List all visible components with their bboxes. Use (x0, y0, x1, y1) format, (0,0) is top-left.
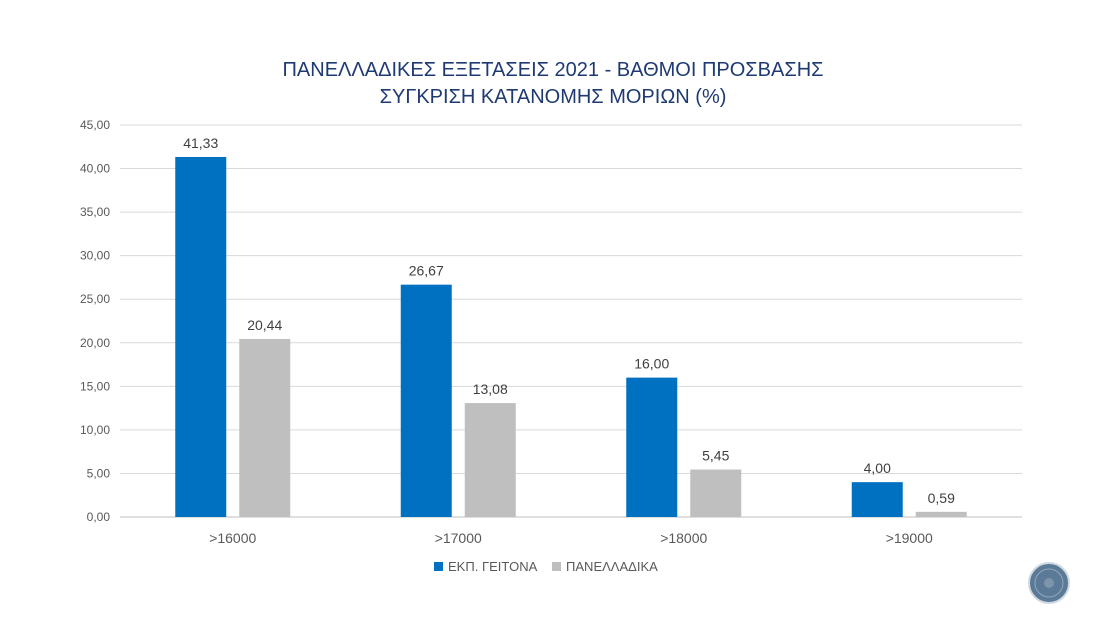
bars (175, 156, 967, 517)
y-tick-label: 10,00 (80, 423, 110, 437)
legend: ΕΚΠ. ΓΕΙΤΟΝΑ ΠΑΝΕΛΛΑΔΙΚΑ (434, 559, 658, 574)
legend-swatch (552, 562, 561, 571)
x-axis-categories: >16000 >17000 >18000 >19000 (209, 530, 933, 546)
y-tick-label: 40,00 (80, 162, 110, 176)
y-tick-label: 35,00 (80, 205, 110, 219)
data-label: 16,00 (634, 356, 669, 372)
y-axis-ticks: 0,00 5,00 10,00 15,00 20,00 25,00 30,00 35,00 40… (80, 118, 110, 524)
x-category-label: >18000 (660, 530, 707, 546)
y-tick-label: 25,00 (80, 292, 110, 306)
bar-series-1-3 (915, 511, 967, 517)
legend-swatch (434, 562, 443, 571)
bar-series-0-3 (851, 482, 903, 517)
y-tick-label: 20,00 (80, 336, 110, 350)
data-label: 0,59 (928, 490, 955, 506)
data-label: 26,67 (409, 263, 444, 279)
y-tick-label: 0,00 (87, 510, 111, 524)
x-category-label: >19000 (886, 530, 933, 546)
circular-seal-logo-icon (1028, 562, 1070, 604)
bar-series-1-1 (464, 403, 516, 517)
data-label: 13,08 (473, 381, 508, 397)
legend-label: ΠΑΝΕΛΛΑΔΙΚΑ (566, 559, 658, 574)
bar-series-1-2 (690, 469, 742, 517)
data-label: 5,45 (702, 448, 729, 464)
data-label: 4,00 (864, 460, 891, 476)
chart-title: ΠΑΝΕΛΛΑΔΙΚΕΣ ΕΞΕΤΑΣΕΙΣ 2021 - ΒΑΘΜΟΙ ΠΡΟ… (282, 59, 823, 108)
y-tick-label: 45,00 (80, 118, 110, 132)
y-tick-label: 15,00 (80, 379, 110, 393)
data-label: 20,44 (247, 317, 282, 333)
chart-title-line-2: ΣΥΓΚΡΙΣΗ ΚΑΤΑΝΟΜΗΣ ΜΟΡΙΩΝ (%) (380, 86, 727, 108)
x-category-label: >16000 (209, 530, 256, 546)
x-category-label: >17000 (435, 530, 482, 546)
bar-series-1-0 (239, 338, 291, 517)
data-label: 41,33 (183, 135, 218, 151)
bar-series-0-0 (175, 156, 227, 517)
bar-series-0-1 (400, 284, 452, 517)
bar-series-0-2 (626, 377, 678, 517)
legend-label: ΕΚΠ. ΓΕΙΤΟΝΑ (448, 559, 538, 574)
chart-title-line-1: ΠΑΝΕΛΛΑΔΙΚΕΣ ΕΞΕΤΑΣΕΙΣ 2021 - ΒΑΘΜΟΙ ΠΡΟ… (282, 59, 823, 81)
data-labels: 41,33 20,44 26,67 13,08 16,00 5,45 4,00 0,59 (183, 135, 955, 506)
y-tick-label: 30,00 (80, 249, 110, 263)
y-tick-label: 5,00 (87, 466, 111, 480)
